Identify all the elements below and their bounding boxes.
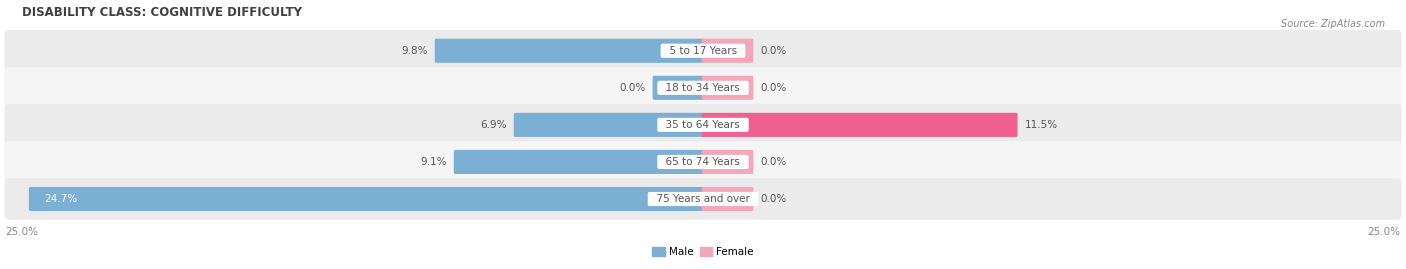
Text: 9.8%: 9.8% — [401, 46, 427, 56]
FancyBboxPatch shape — [4, 67, 1402, 109]
FancyBboxPatch shape — [4, 30, 1402, 72]
FancyBboxPatch shape — [454, 150, 704, 174]
Text: 18 to 34 Years: 18 to 34 Years — [659, 83, 747, 93]
Text: 0.0%: 0.0% — [761, 83, 786, 93]
FancyBboxPatch shape — [702, 187, 754, 211]
FancyBboxPatch shape — [702, 113, 1018, 137]
FancyBboxPatch shape — [513, 113, 704, 137]
FancyBboxPatch shape — [652, 76, 704, 100]
Text: 5 to 17 Years: 5 to 17 Years — [662, 46, 744, 56]
Text: 0.0%: 0.0% — [620, 83, 645, 93]
Text: DISABILITY CLASS: COGNITIVE DIFFICULTY: DISABILITY CLASS: COGNITIVE DIFFICULTY — [22, 6, 302, 19]
FancyBboxPatch shape — [4, 104, 1402, 146]
Legend: Male, Female: Male, Female — [648, 243, 758, 261]
FancyBboxPatch shape — [702, 39, 754, 63]
Text: 35 to 64 Years: 35 to 64 Years — [659, 120, 747, 130]
Text: 11.5%: 11.5% — [1025, 120, 1057, 130]
Text: 6.9%: 6.9% — [481, 120, 508, 130]
FancyBboxPatch shape — [30, 187, 704, 211]
FancyBboxPatch shape — [702, 150, 754, 174]
Text: 0.0%: 0.0% — [761, 194, 786, 204]
Text: 0.0%: 0.0% — [761, 46, 786, 56]
Text: Source: ZipAtlas.com: Source: ZipAtlas.com — [1281, 19, 1385, 29]
Text: 75 Years and over: 75 Years and over — [650, 194, 756, 204]
Text: 9.1%: 9.1% — [420, 157, 447, 167]
FancyBboxPatch shape — [702, 76, 754, 100]
FancyBboxPatch shape — [4, 178, 1402, 220]
Text: 24.7%: 24.7% — [44, 194, 77, 204]
FancyBboxPatch shape — [434, 39, 704, 63]
FancyBboxPatch shape — [4, 141, 1402, 183]
Text: 65 to 74 Years: 65 to 74 Years — [659, 157, 747, 167]
Text: 0.0%: 0.0% — [761, 157, 786, 167]
